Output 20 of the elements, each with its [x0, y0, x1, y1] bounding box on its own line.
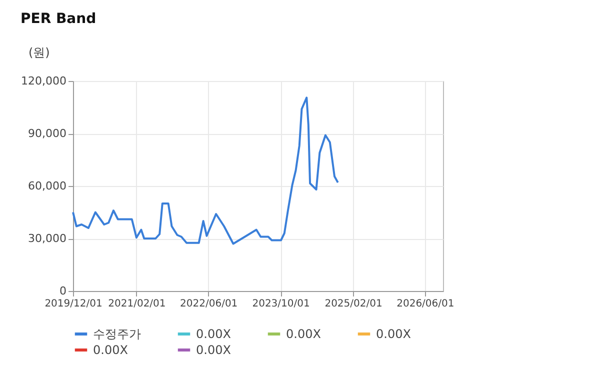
y-axis-title: (원) — [28, 46, 50, 60]
x-tick-label: 2019/12/01 — [44, 298, 102, 310]
legend-label: 0.00X — [196, 343, 231, 357]
x-tick-label: 2026/06/01 — [396, 298, 454, 310]
chart-title: PER Band — [20, 11, 96, 27]
legend-label: 0.00X — [196, 327, 231, 341]
y-tick-label: 90,000 — [28, 127, 66, 140]
legend-label: 0.00X — [286, 327, 321, 341]
x-tick-label: 2022/06/01 — [180, 298, 238, 310]
x-tick-label: 2021/02/01 — [108, 298, 166, 310]
x-tick-label: 2023/10/01 — [252, 298, 310, 310]
line-series — [72, 96, 339, 245]
legend-label: 0.00X — [376, 327, 411, 341]
y-tick-label: 30,000 — [28, 232, 66, 245]
y-tick-label: 120,000 — [21, 74, 66, 88]
legend-label: 수정주가 — [93, 327, 141, 341]
legend-label: 0.00X — [93, 343, 128, 357]
x-tick-label: 2025/02/01 — [324, 298, 382, 310]
y-tick-label: 0 — [60, 284, 66, 298]
y-tick-label: 60,000 — [28, 180, 66, 192]
